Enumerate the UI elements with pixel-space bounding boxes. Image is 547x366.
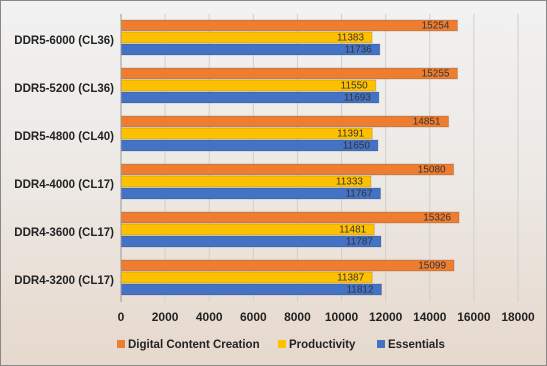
value-label: 11650 <box>343 141 371 152</box>
bar <box>120 127 373 140</box>
value-label: 11693 <box>344 93 372 104</box>
legend-label: Digital Content Creation <box>128 339 260 351</box>
bar <box>120 271 373 284</box>
legend-label: Essentials <box>388 339 445 351</box>
bar <box>120 91 380 104</box>
x-tick-label: 10000 <box>325 310 359 324</box>
value-label: 11391 <box>337 129 365 140</box>
legend-swatch <box>377 340 385 348</box>
legend-label: Productivity <box>289 339 356 351</box>
bar <box>120 163 455 176</box>
bar <box>120 79 377 92</box>
value-label: 15326 <box>423 213 451 224</box>
bar <box>120 235 382 248</box>
value-label: 11736 <box>345 45 373 56</box>
bar <box>120 259 455 272</box>
x-tick-label: 14000 <box>413 310 447 324</box>
value-label: 15099 <box>418 261 446 272</box>
bar <box>120 211 460 224</box>
bar <box>120 187 382 200</box>
value-label: 11383 <box>337 33 365 44</box>
bar <box>120 283 383 296</box>
value-label: 11767 <box>345 189 373 200</box>
bar <box>120 175 372 188</box>
value-label: 11550 <box>341 81 369 92</box>
x-tick-label: 8000 <box>284 310 311 324</box>
y-tick-label: DDR5-6000 (CL36) <box>14 35 114 47</box>
y-tick-label: DDR4-3600 (CL17) <box>14 227 114 239</box>
legend-swatch <box>117 340 125 348</box>
bar <box>120 31 373 44</box>
x-tick-label: 2000 <box>152 310 179 324</box>
bar <box>120 115 450 128</box>
x-tick-label: 6000 <box>240 310 267 324</box>
x-tick-label: 0 <box>118 310 125 324</box>
value-label: 11387 <box>337 273 365 284</box>
bar <box>120 67 458 80</box>
value-label: 11333 <box>336 177 364 188</box>
x-tick-label: 16000 <box>457 310 491 324</box>
bar <box>120 19 458 32</box>
y-tick-label: DDR5-5200 (CL36) <box>14 83 114 95</box>
y-tick-label: DDR4-4000 (CL17) <box>14 179 114 191</box>
value-label: 11787 <box>346 237 374 248</box>
x-tick-label: 4000 <box>196 310 223 324</box>
x-tick-label: 12000 <box>369 310 403 324</box>
bar <box>120 139 379 152</box>
value-label: 15254 <box>422 21 450 32</box>
value-label: 14851 <box>413 117 441 128</box>
bar <box>120 223 375 236</box>
legend-swatch <box>278 340 286 348</box>
value-label: 11812 <box>346 285 374 296</box>
x-tick-label: 18000 <box>501 310 535 324</box>
y-tick-label: DDR5-4800 (CL40) <box>14 131 114 143</box>
value-label: 11481 <box>339 225 367 236</box>
value-label: 15080 <box>418 165 446 176</box>
bar <box>120 43 381 56</box>
y-tick-label: DDR4-3200 (CL17) <box>14 275 114 287</box>
value-label: 15255 <box>422 69 450 80</box>
